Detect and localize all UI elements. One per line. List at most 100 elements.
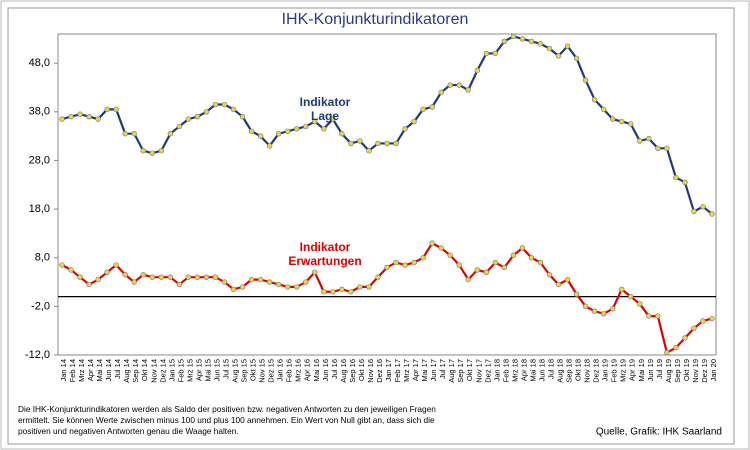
x-tick-label: Jan 18 — [492, 359, 501, 382]
x-tick-label: Jan 16 — [276, 359, 285, 382]
data-point — [664, 145, 670, 151]
x-tick-label: Jul 16 — [330, 359, 339, 379]
data-point — [275, 281, 282, 288]
x-tick-label: Okt 18 — [574, 359, 583, 381]
x-tick-label: Jan 15 — [167, 359, 176, 382]
data-point — [221, 101, 228, 108]
data-point — [600, 106, 607, 113]
data-point — [384, 140, 390, 147]
data-point — [194, 274, 201, 280]
x-tick-label: Jun 16 — [321, 359, 330, 382]
x-tick-label: Jun 15 — [212, 359, 221, 382]
data-point — [393, 140, 399, 147]
data-point — [375, 274, 381, 280]
data-point — [573, 55, 580, 62]
data-point — [582, 303, 589, 310]
data-point — [275, 131, 282, 137]
data-point — [95, 276, 101, 283]
data-point — [266, 143, 273, 149]
x-tick-label: Mrz 15 — [185, 359, 194, 382]
data-point — [465, 276, 471, 283]
x-tick-label: Okt 16 — [357, 359, 366, 381]
data-point — [691, 208, 697, 215]
data-point — [230, 106, 237, 113]
data-point — [59, 116, 65, 122]
data-point — [655, 313, 661, 319]
x-tick-label: Apr 19 — [628, 359, 637, 381]
data-point — [221, 279, 228, 285]
data-point — [303, 123, 309, 130]
data-point — [555, 53, 562, 59]
data-point — [637, 301, 643, 307]
data-point — [609, 306, 616, 312]
data-point — [59, 262, 65, 268]
data-point — [239, 284, 246, 290]
data-point — [257, 276, 264, 283]
data-point — [700, 203, 706, 210]
data-point — [149, 274, 155, 280]
note: Die IHK-Konjunkturindikatoren werden als… — [18, 404, 436, 414]
data-point — [266, 279, 273, 285]
data-point — [402, 126, 408, 132]
data-point — [619, 118, 625, 125]
data-point — [492, 259, 499, 266]
x-tick-label: Apr 16 — [303, 359, 312, 381]
x-tick-label: Mrz 16 — [294, 359, 303, 382]
data-point — [158, 148, 165, 154]
data-point — [366, 284, 372, 290]
data-point — [709, 315, 715, 322]
data-point — [546, 272, 553, 278]
data-point — [113, 262, 119, 268]
x-tick-label: Nov 15 — [258, 359, 267, 383]
x-tick-label: Aug 16 — [339, 359, 348, 383]
x-tick-label: Nov 17 — [474, 359, 483, 383]
data-point — [519, 245, 526, 251]
data-point — [357, 138, 363, 144]
x-tick-label: Mrz 18 — [510, 359, 519, 382]
data-point — [384, 264, 390, 271]
data-point — [375, 140, 381, 147]
data-point — [528, 38, 535, 44]
x-tick-label: Sep 19 — [673, 359, 682, 383]
data-point — [185, 274, 192, 280]
data-point — [673, 345, 679, 351]
x-tick-label: Mrz 17 — [402, 359, 411, 382]
note: positiven und negativen Antworten genau … — [18, 426, 239, 436]
data-point — [248, 276, 255, 283]
chart-area — [7, 7, 735, 445]
x-tick-label: Jun 14 — [104, 359, 113, 382]
data-point — [131, 131, 137, 137]
x-tick-label: Feb 14 — [68, 359, 77, 382]
x-tick-label: Feb 18 — [501, 359, 510, 382]
x-tick-label: Dez 19 — [700, 359, 709, 383]
data-point — [77, 274, 83, 280]
data-point — [77, 111, 83, 117]
data-point — [212, 274, 219, 280]
data-point — [582, 77, 589, 83]
x-tick-label: Nov 16 — [366, 359, 375, 383]
x-tick-label: Feb 15 — [176, 359, 185, 382]
x-tick-label: Mai 14 — [95, 359, 104, 382]
data-point — [284, 284, 291, 290]
y-tick-label: 48,0 — [29, 57, 50, 69]
data-point — [312, 269, 318, 276]
data-point — [510, 33, 517, 40]
data-point — [366, 148, 372, 154]
x-tick-label: Nov 14 — [149, 359, 158, 383]
chart-title: IHK-Konjunkturindikatoren — [282, 11, 469, 28]
data-point — [230, 286, 237, 293]
data-point — [474, 267, 480, 273]
x-tick-label: Jul 17 — [438, 359, 447, 379]
annotation: Indikator — [300, 95, 351, 109]
data-point — [239, 113, 246, 120]
x-tick-label: Mai 19 — [637, 359, 646, 382]
y-tick-label: 18,0 — [29, 203, 50, 215]
data-point — [294, 284, 300, 290]
data-point — [203, 274, 210, 280]
data-point — [564, 43, 571, 49]
data-point — [194, 113, 201, 120]
data-point — [483, 269, 490, 276]
data-point — [628, 293, 634, 300]
data-point — [429, 104, 435, 110]
x-tick-label: Dez 17 — [483, 359, 492, 383]
